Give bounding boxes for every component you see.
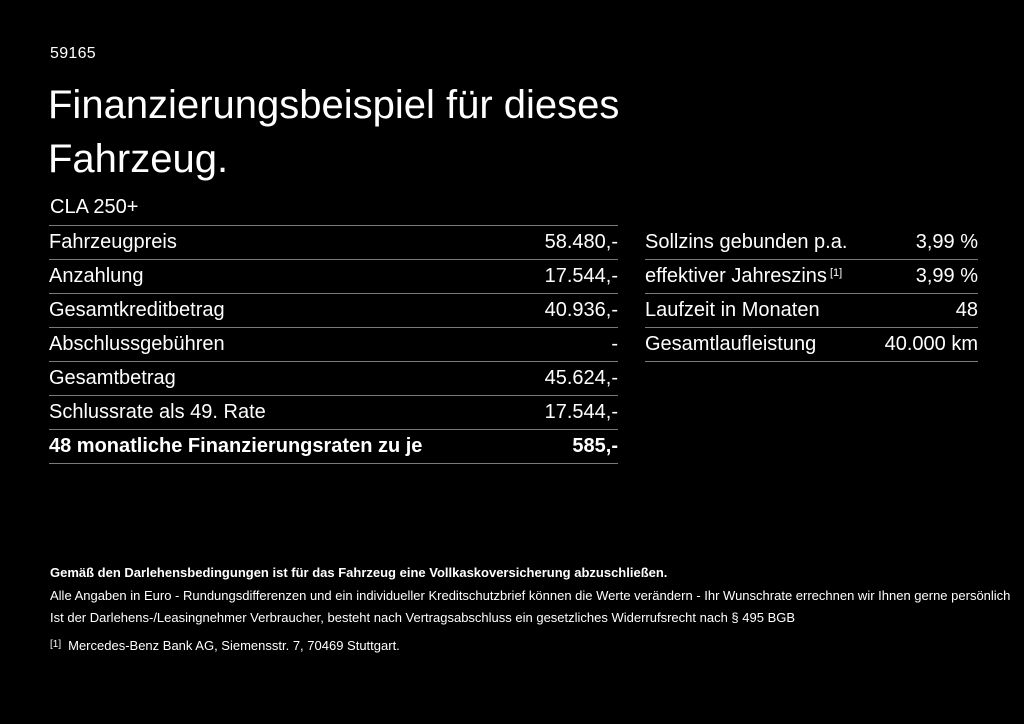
row-label: 48 monatliche Finanzierungsraten zu je xyxy=(49,435,423,457)
insurance-note: Gemäß den Darlehensbedingungen ist für d… xyxy=(50,565,668,580)
table-row: Schlussrate als 49. Rate 17.544,- xyxy=(49,396,618,430)
row-value: - xyxy=(611,333,618,355)
footer: Gemäß den Darlehensbedingungen ist für d… xyxy=(50,565,1011,653)
page-title: Finanzierungsbeispiel für dieses Fahrzeu… xyxy=(48,83,620,181)
table-row: Abschlussgebühren - xyxy=(49,328,618,362)
row-value: 3,99 % xyxy=(915,231,978,253)
table-row: Laufzeit in Monaten 48 xyxy=(645,294,978,328)
row-value: 40.936,- xyxy=(544,299,618,321)
row-label: Gesamtlaufleistung xyxy=(645,333,817,355)
table-row: Gesamtbetrag 45.624,- xyxy=(49,362,618,396)
table-row: Gesamtkreditbetrag 40.936,- xyxy=(49,294,618,328)
row-label: Gesamtbetrag xyxy=(49,367,176,389)
row-label: Fahrzeugpreis xyxy=(49,231,177,253)
row-value: 58.480,- xyxy=(544,231,618,253)
row-label: Laufzeit in Monaten xyxy=(645,299,820,321)
vehicle-model: CLA 250+ xyxy=(50,196,139,218)
doc-number: 59165 xyxy=(50,45,96,62)
conditions-table: Sollzins gebunden p.a. 3,99 % effektiver J… xyxy=(645,226,978,362)
table-row: 48 monatliche Finanzierungsraten zu je 58… xyxy=(49,430,618,464)
table-row: Anzahlung 17.544,- xyxy=(49,260,618,294)
table-row: Fahrzeugpreis 58.480,- xyxy=(49,226,618,260)
row-label: Schlussrate als 49. Rate xyxy=(49,401,266,423)
footnote-ref: [1] xyxy=(829,267,843,279)
table-row: Sollzins gebunden p.a. 3,99 % xyxy=(645,226,978,260)
row-value: 40.000 km xyxy=(884,333,978,355)
footnote-text: Mercedes-Benz Bank AG, Siemensstr. 7, 70… xyxy=(68,638,400,653)
row-value: 45.624,- xyxy=(544,367,618,389)
footnote: [1] Mercedes-Benz Bank AG, Siemensstr. 7,… xyxy=(50,638,990,653)
row-label: Anzahlung xyxy=(49,265,144,287)
table-row: Gesamtlaufleistung 40.000 km xyxy=(645,328,978,362)
row-value: 17.544,- xyxy=(544,265,618,287)
disclaimer-line-1: Alle Angaben in Euro - Rundungsdifferenz… xyxy=(50,588,1011,603)
footnote-marker: [1] xyxy=(50,639,62,650)
finance-table: Fahrzeugpreis 58.480,- Anzahlung 17.544,- Ge… xyxy=(49,225,618,464)
row-value: 17.544,- xyxy=(544,401,618,423)
row-label: Sollzins gebunden p.a. xyxy=(645,231,848,253)
row-value: 3,99 % xyxy=(915,265,978,287)
table-row: effektiver Jahreszins [1] 3,99 % xyxy=(645,260,978,294)
row-label: Gesamtkreditbetrag xyxy=(49,299,225,321)
disclaimer-line-2: Ist der Darlehens-/Leasingnehmer Verbrau… xyxy=(50,610,796,625)
row-value: 585,- xyxy=(572,435,618,457)
row-value: 48 xyxy=(955,299,978,321)
row-label: Abschlussgebühren xyxy=(49,333,225,355)
row-label: effektiver Jahreszins [1] xyxy=(645,265,843,287)
